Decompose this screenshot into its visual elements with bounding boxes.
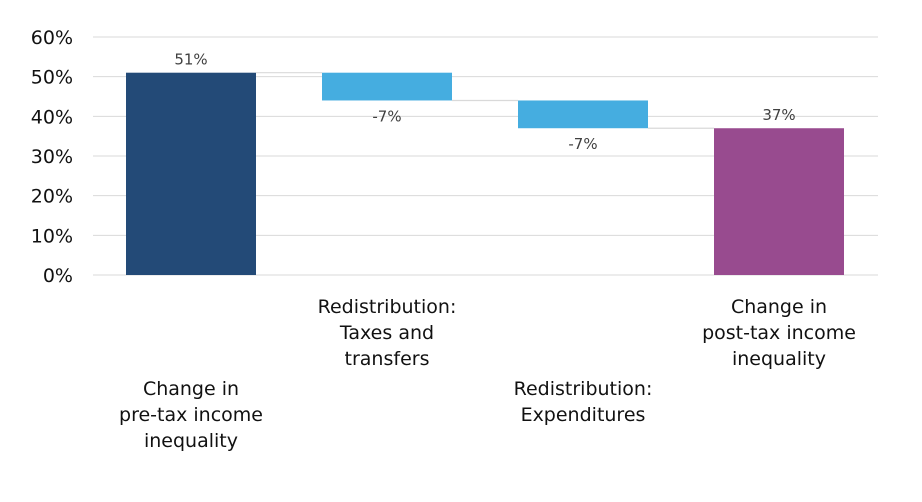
category-label-taxes-transfers: Redistribution: Taxes and transfers bbox=[317, 296, 457, 370]
y-tick-label: 10% bbox=[31, 225, 73, 247]
y-tick-label: 60% bbox=[31, 27, 73, 49]
bar-1 bbox=[322, 72, 452, 101]
data-label-0: 51% bbox=[174, 51, 207, 69]
category-label-post-tax: Change in post-tax income inequality bbox=[702, 296, 856, 370]
bar-2 bbox=[518, 100, 648, 129]
y-tick-label: 30% bbox=[31, 146, 73, 168]
bar-3 bbox=[714, 128, 844, 275]
category-label-expenditures: Redistribution: Expenditures bbox=[513, 378, 653, 426]
data-label-1: -7% bbox=[372, 107, 401, 125]
y-tick-label: 40% bbox=[31, 106, 73, 128]
data-label-2: -7% bbox=[568, 135, 597, 153]
bar-0 bbox=[126, 72, 256, 275]
y-tick-label: 20% bbox=[31, 186, 73, 208]
y-tick-label: 50% bbox=[31, 67, 73, 89]
data-label-3: 37% bbox=[762, 106, 795, 124]
y-tick-label: 0% bbox=[43, 265, 73, 287]
category-label-pre-tax: Change in pre-tax income inequality bbox=[119, 378, 263, 452]
